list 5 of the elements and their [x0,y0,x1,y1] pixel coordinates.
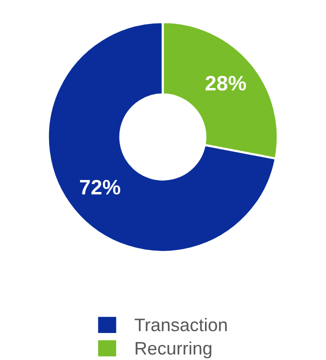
data-label: 28% [206,76,246,91]
legend-label: Recurring [136,341,212,358]
legend-label: Transaction [134,318,227,332]
donut-slice [46,21,277,253]
data-label: 72% [80,180,120,195]
